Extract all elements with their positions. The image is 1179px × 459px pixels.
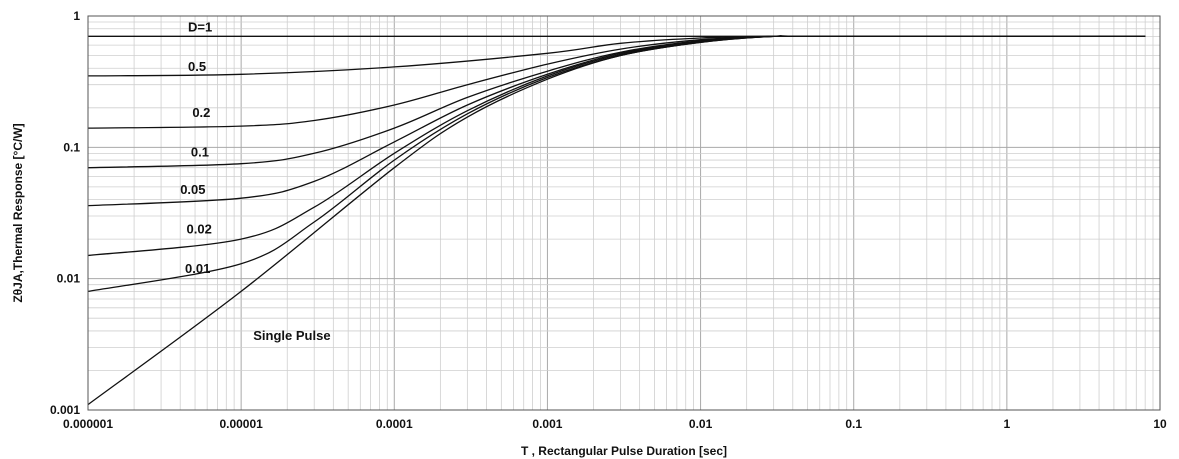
x-tick-label: 0.0001: [376, 417, 413, 431]
plot-frame: [87, 15, 1161, 411]
series-label: 0.5: [188, 59, 206, 74]
series-label: 0.05: [180, 182, 205, 197]
x-tick-label: 0.00001: [219, 417, 263, 431]
x-tick-label: 0.01: [689, 417, 713, 431]
x-tick-label: 0.001: [532, 417, 562, 431]
y-tick-label: 1: [73, 9, 80, 23]
series-label: Single Pulse: [253, 328, 330, 343]
series-line: [87, 35, 1146, 257]
y-axis-title: ZθJA,Thermal Response [°C/W]: [11, 123, 25, 302]
x-tick-label: 0.000001: [63, 417, 113, 431]
series-label: 0.2: [192, 105, 210, 120]
series-line: [87, 35, 1146, 406]
series-label: 0.01: [185, 261, 210, 276]
curves: [87, 35, 1146, 406]
y-tick-label: 0.001: [50, 403, 80, 417]
y-tick-label: 0.1: [63, 140, 80, 154]
x-tick-labels: 0.000001 0.00001 0.0001 0.001 0.01 0.1 1 10: [63, 417, 1167, 431]
x-axis-title: T , Rectangular Pulse Duration [sec]: [521, 444, 727, 458]
grid: [87, 16, 1160, 411]
x-tick-label: 0.1: [845, 417, 862, 431]
series-label: 0.1: [191, 145, 209, 160]
series-line: [87, 35, 1146, 129]
y-tick-label: 0.01: [57, 272, 81, 286]
series-labels: D=1 0.5 0.2 0.1 0.05 0.02 0.01 Single Pulse: [180, 20, 330, 344]
series-line: [87, 35, 1146, 207]
y-tick-labels: 0.001 0.01 0.1 1: [50, 9, 80, 417]
x-tick-label: 10: [1153, 417, 1167, 431]
series-label: D=1: [188, 20, 212, 35]
x-tick-label: 1: [1004, 417, 1011, 431]
series-label: 0.02: [187, 222, 212, 237]
